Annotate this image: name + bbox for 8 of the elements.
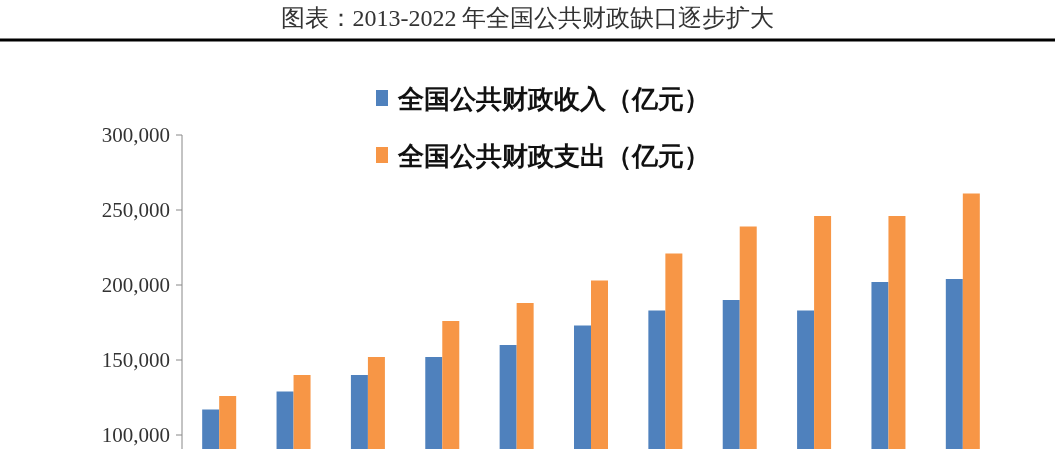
legend-label: 全国公共财政支出（亿元） [397,141,710,171]
y-tick-label: 250,000 [101,198,170,222]
y-tick-label: 300,000 [101,123,170,147]
y-tick-label: 200,000 [101,273,170,297]
y-tick-label: 150,000 [101,348,170,372]
legend-label: 全国公共财政收入（亿元） [397,84,710,114]
chart-title: 图表：2013-2022 年全国公共财政缺口逐步扩大 [280,5,775,31]
y-tick-label: 100,000 [101,423,170,447]
